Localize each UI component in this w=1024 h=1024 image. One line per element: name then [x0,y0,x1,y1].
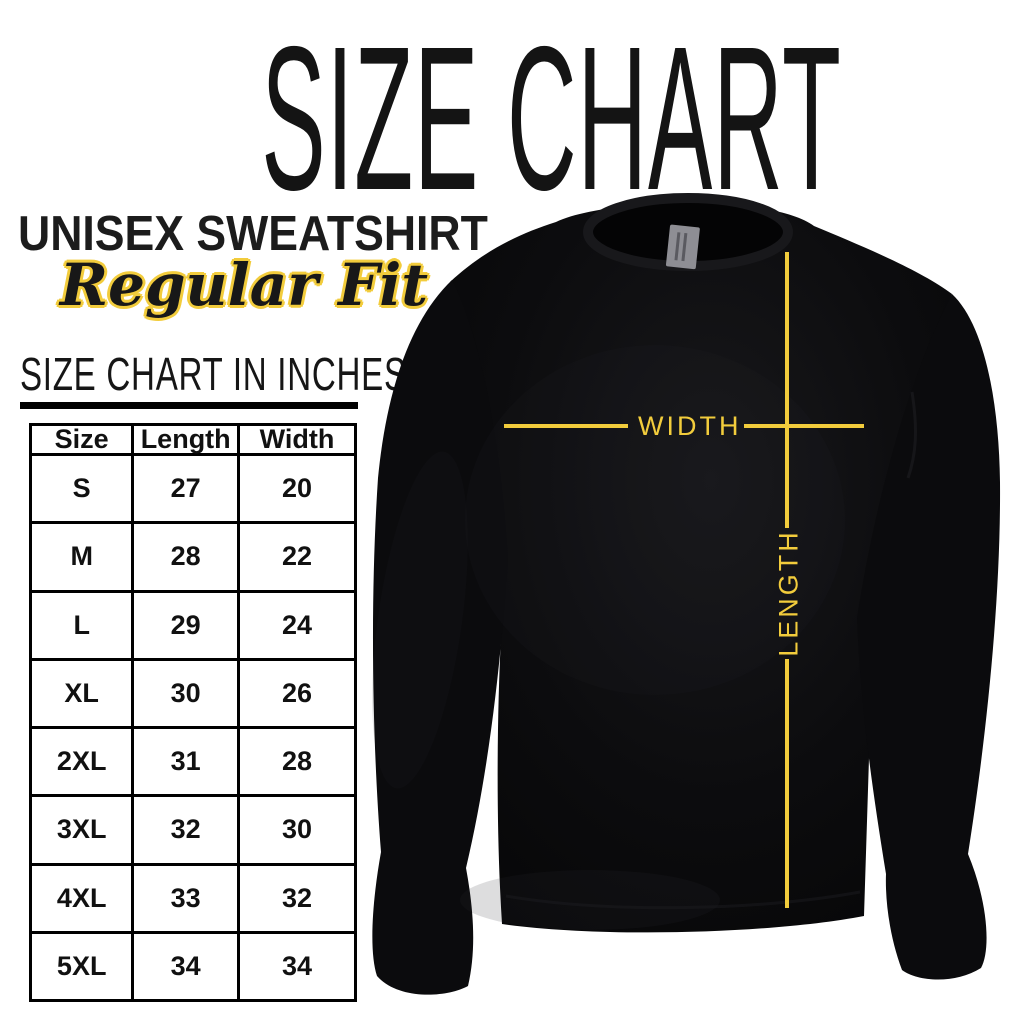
width-cell: 32 [237,862,357,934]
width-cell: 26 [237,657,357,730]
table-row: M 28 22 [28,521,357,593]
size-cell: 5XL [28,930,135,1003]
length-cell: 34 [131,930,240,1003]
table-row: 5XL 34 34 [28,930,357,1003]
size-cell: XL [28,657,135,730]
length-cell: 29 [131,589,240,661]
table-row: XL 30 26 [28,657,357,730]
size-cell: 4XL [28,862,135,934]
size-cell: L [28,589,135,661]
length-cell: 31 [131,725,240,798]
hem-seam [505,890,861,910]
table-row: 2XL 31 28 [28,725,357,798]
length-cell: 28 [131,521,240,593]
width-cell: 24 [237,589,357,661]
size-cell: 2XL [28,725,135,798]
width-cell: 20 [237,452,357,525]
table-row: 4XL 33 32 [28,862,357,934]
column-header-size: Size [28,423,135,456]
table-header-row: Size Length Width [28,423,357,456]
length-cell: 30 [131,657,240,730]
length-measure-line-top [785,252,789,528]
length-cell: 27 [131,452,240,525]
column-header-length: Length [131,423,240,456]
size-cell: S [28,452,135,525]
fabric-highlight [372,451,468,789]
size-cell: M [28,521,135,593]
size-cell: 3XL [28,794,135,866]
shoulder-seam [906,391,917,479]
fabric-highlight [460,870,720,930]
length-label: LENGTH [773,529,804,657]
width-cell: 30 [237,794,357,866]
length-measure-line-bottom [785,659,789,908]
fabric-highlight [465,345,845,695]
table-row: S 27 20 [28,452,357,525]
product-name: UNISEX SWEATSHIRT [18,207,488,261]
width-measure-line-left [504,424,628,428]
table-row: 3XL 32 30 [28,794,357,866]
width-cell: 28 [237,725,357,798]
table-row: L 29 24 [28,589,357,661]
size-table: Size Length Width S 27 20 M 28 22 L 29 24 XL 30 26 2XL… [28,423,357,1003]
width-label: WIDTH [638,411,742,441]
width-cell: 22 [237,521,357,593]
table-heading-underline: SIZE CHART IN INCHES [20,351,406,409]
table-heading: SIZE CHART IN INCHES [20,348,407,400]
length-cell: 32 [131,794,240,866]
neck-tag [665,224,700,270]
length-cell: 33 [131,862,240,934]
width-cell: 34 [237,930,357,1003]
fit-label: Regular Fit [59,251,429,319]
width-measure-line-right [744,424,864,428]
sweatshirt-right-sleeve [857,294,1001,980]
sweatshirt-left-sleeve [372,280,508,995]
sweatshirt-body [450,203,952,933]
column-header-width: Width [237,423,357,456]
